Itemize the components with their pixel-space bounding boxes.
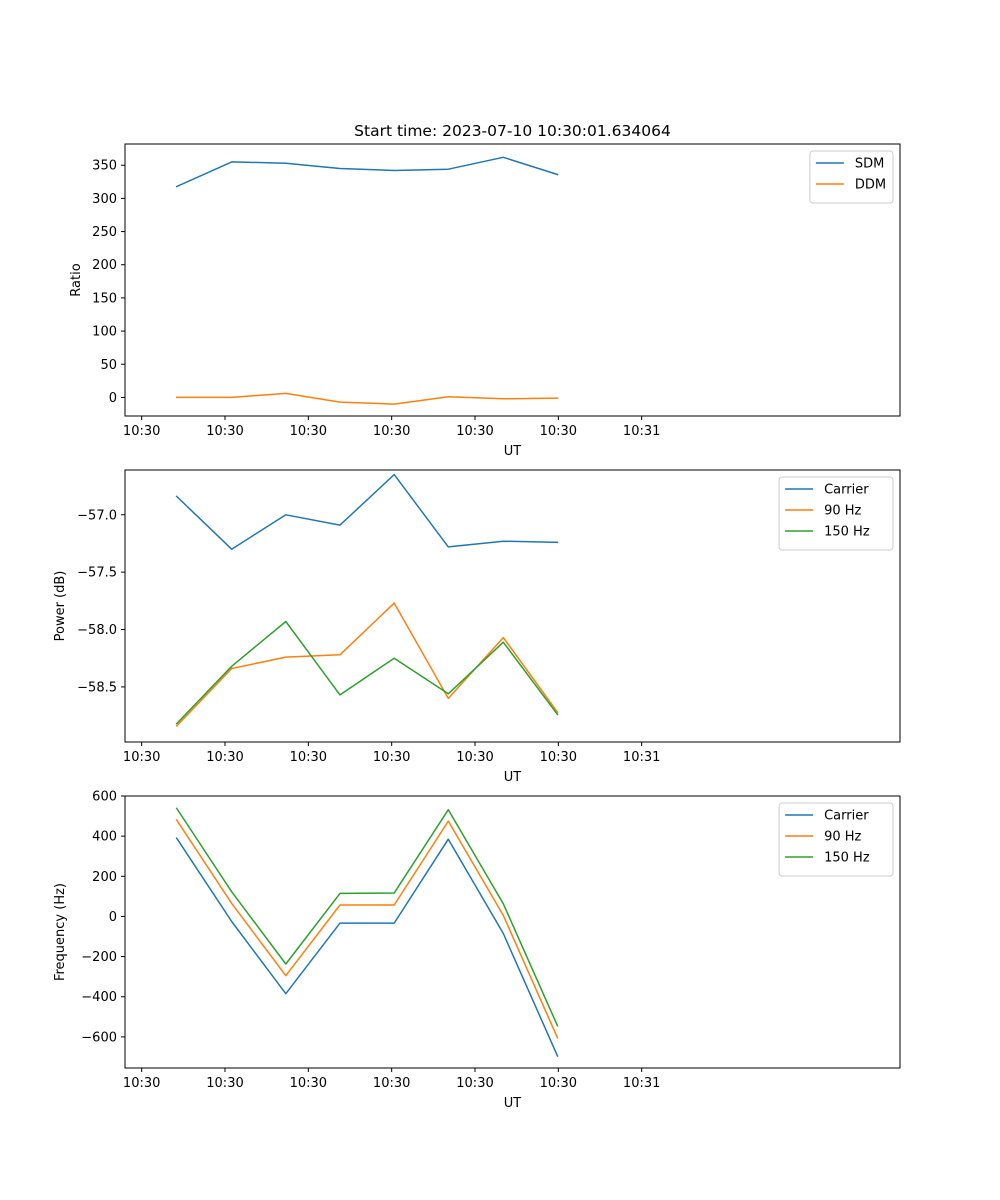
series-line-ddm xyxy=(175,392,559,405)
plot-frame xyxy=(124,469,901,743)
legend-entry: 90 Hz xyxy=(824,504,861,519)
y-axis-label: Ratio xyxy=(69,263,84,296)
y-tick-label: −58.0 xyxy=(77,623,117,638)
y-tick-label: 150 xyxy=(92,291,117,306)
x-axis-label: UT xyxy=(504,770,522,785)
x-tick-label: 10:30 xyxy=(456,424,493,439)
x-tick-label: 10:31 xyxy=(623,1076,660,1091)
x-tick-label: 10:31 xyxy=(623,750,660,765)
series-line-90-hz xyxy=(175,819,559,1039)
y-tick-label: 250 xyxy=(92,225,117,240)
legend-entry: 90 Hz xyxy=(824,830,861,845)
y-tick-label: 300 xyxy=(92,192,117,207)
y-tick-label: 600 xyxy=(92,790,117,805)
legend: Carrier 90 Hz 150 Hz xyxy=(778,802,894,877)
x-tick-label: 10:31 xyxy=(623,424,660,439)
x-tick-label: 10:30 xyxy=(540,1076,577,1091)
y-tick-label: 200 xyxy=(92,870,117,885)
chart-panels: 10:30 10:30 10:30 10:30 10:30 10:30 10:31 0 50 10… xyxy=(53,143,901,1111)
x-axis-label: UT xyxy=(504,1096,522,1111)
legend-entry: DDM xyxy=(855,178,886,193)
x-tick-label: 10:30 xyxy=(290,424,327,439)
x-tick-label: 10:30 xyxy=(123,750,160,765)
legend-entry: Carrier xyxy=(824,809,869,824)
y-tick-label: −200 xyxy=(81,950,117,965)
y-tick-label: 50 xyxy=(100,358,117,373)
chart-title: Start time: 2023-07-10 10:30:01.634064 xyxy=(354,122,671,140)
plot-frame xyxy=(124,795,901,1069)
x-tick-label: 10:30 xyxy=(206,750,243,765)
legend: Carrier 90 Hz 150 Hz xyxy=(778,476,894,551)
plot-frame xyxy=(124,143,901,417)
y-tick-label: −58.5 xyxy=(77,680,117,695)
y-tick-label: −57.0 xyxy=(77,508,117,523)
y-tick-label: −57.5 xyxy=(77,566,117,581)
y-tick-label: −400 xyxy=(81,990,117,1005)
x-tick-label: 10:30 xyxy=(373,1076,410,1091)
y-axis-label: Power (dB) xyxy=(53,571,68,642)
legend-box xyxy=(809,150,894,204)
y-tick-label: 400 xyxy=(92,830,117,845)
legend-entry: 150 Hz xyxy=(824,851,870,866)
series-line-150-hz xyxy=(175,620,559,725)
x-tick-label: 10:30 xyxy=(123,1076,160,1091)
x-tick-label: 10:30 xyxy=(206,1076,243,1091)
series-line-90-hz xyxy=(175,602,559,727)
legend: SDM DDM xyxy=(809,150,894,204)
legend-entry: SDM xyxy=(855,157,884,172)
x-tick-label: 10:30 xyxy=(290,750,327,765)
legend-entry: 150 Hz xyxy=(824,525,870,540)
x-tick-label: 10:30 xyxy=(290,1076,327,1091)
x-tick-label: 10:30 xyxy=(456,750,493,765)
y-tick-label: 100 xyxy=(92,325,117,340)
x-tick-label: 10:30 xyxy=(373,750,410,765)
series-line-carrier xyxy=(175,473,559,550)
x-tick-label: 10:30 xyxy=(123,424,160,439)
y-axis-label: Frequency (Hz) xyxy=(53,883,68,981)
x-tick-label: 10:30 xyxy=(540,750,577,765)
y-tick-label: 0 xyxy=(109,391,117,406)
y-tick-label: −600 xyxy=(81,1030,117,1045)
series-line-carrier xyxy=(175,837,559,1057)
series-line-150-hz xyxy=(175,807,559,1027)
chart-panel-2: 10:30 10:30 10:30 10:30 10:30 10:30 10:31 −58.5… xyxy=(53,469,901,785)
chart-panel-1: 10:30 10:30 10:30 10:30 10:30 10:30 10:31 0 50 10… xyxy=(69,143,901,459)
x-tick-label: 10:30 xyxy=(206,424,243,439)
chart-panel-3: 10:30 10:30 10:30 10:30 10:30 10:30 10:31 −600 −… xyxy=(53,790,901,1111)
x-tick-label: 10:30 xyxy=(373,424,410,439)
x-axis-label: UT xyxy=(504,444,522,459)
x-tick-label: 10:30 xyxy=(540,424,577,439)
y-tick-label: 350 xyxy=(92,159,117,174)
legend-entry: Carrier xyxy=(824,483,869,498)
y-tick-label: 0 xyxy=(109,910,117,925)
series-line-sdm xyxy=(175,156,559,188)
x-tick-label: 10:30 xyxy=(456,1076,493,1091)
y-tick-label: 200 xyxy=(92,258,117,273)
